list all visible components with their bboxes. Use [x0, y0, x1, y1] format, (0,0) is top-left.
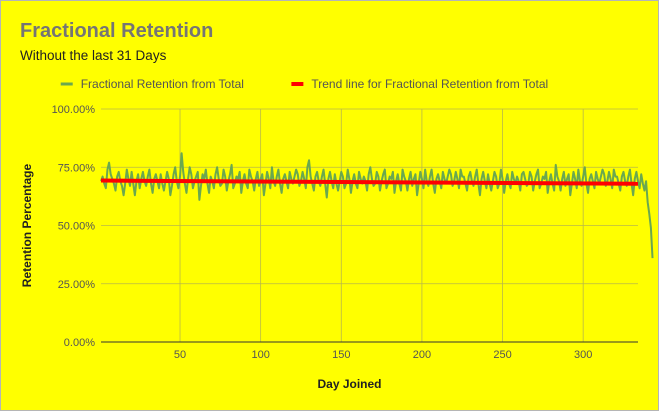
chart-title: Fractional Retention — [20, 20, 214, 42]
series-line — [100, 152, 654, 259]
x-tick-label: 200 — [413, 349, 431, 361]
x-tick-label: 250 — [493, 349, 511, 361]
legend-label: Fractional Retention from Total — [81, 77, 244, 91]
y-tick-label: 100.00% — [52, 104, 96, 116]
legend-label: Trend line for Fractional Retention from… — [311, 77, 548, 91]
y-axis-title: Retention Percentage — [20, 163, 34, 287]
x-tick-labels: 50 100 150 200 250 300 — [174, 349, 592, 361]
x-tick-label: 50 — [174, 349, 186, 361]
x-tick-label: 100 — [251, 349, 269, 361]
y-tick-label: 0.00% — [64, 337, 95, 349]
x-axis-title: Day Joined — [317, 377, 381, 391]
y-tick-label: 75.00% — [58, 162, 96, 174]
x-tick-label: 300 — [574, 349, 592, 361]
legend-item: Trend line for Fractional Retention from… — [291, 77, 548, 91]
y-tick-labels: 0.00% 25.00% 50.00% 75.00% 100.00% — [52, 104, 96, 349]
legend-item: Fractional Retention from Total — [60, 77, 244, 91]
y-tick-label: 50.00% — [58, 221, 96, 233]
series-layer — [100, 152, 654, 259]
legend: Fractional Retention from Total Trend lin… — [60, 77, 548, 91]
y-tick-label: 25.00% — [58, 279, 96, 291]
grid — [101, 108, 638, 343]
trend-line — [100, 178, 639, 186]
chart-subtitle: Without the last 31 Days — [20, 48, 167, 63]
x-tick-label: 150 — [332, 349, 350, 361]
